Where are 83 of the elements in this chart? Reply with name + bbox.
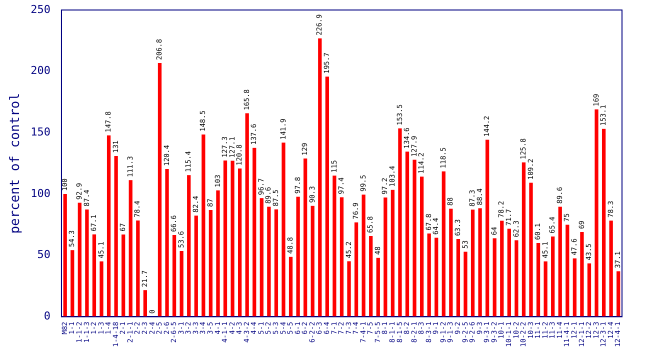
bar <box>398 128 402 317</box>
bar <box>208 210 213 317</box>
bar <box>580 232 584 317</box>
bar <box>260 198 264 317</box>
bar <box>362 194 366 317</box>
bar <box>492 238 496 317</box>
bar <box>507 228 511 317</box>
bar <box>245 113 249 317</box>
bar <box>536 242 540 317</box>
bar <box>128 180 132 317</box>
bar <box>180 250 184 317</box>
bar <box>514 240 518 317</box>
bar <box>529 182 533 317</box>
bar <box>486 140 490 317</box>
bar <box>464 252 468 317</box>
bar <box>566 224 570 317</box>
bar <box>318 38 322 317</box>
bar <box>558 206 562 317</box>
bar <box>100 261 104 317</box>
bar <box>136 220 140 317</box>
bar <box>347 261 351 317</box>
bar <box>602 128 606 317</box>
bar <box>63 194 67 317</box>
bar <box>282 142 286 317</box>
bar <box>238 168 242 317</box>
bar <box>500 220 504 317</box>
bar <box>267 206 271 317</box>
bar <box>456 239 460 317</box>
bar <box>594 109 598 317</box>
bar <box>609 220 613 317</box>
bar <box>325 76 329 317</box>
bar <box>304 158 308 317</box>
bar <box>296 196 300 317</box>
bar <box>572 258 576 317</box>
y-tick-label: 100 <box>30 186 50 200</box>
y-tick-label: 50 <box>37 248 50 262</box>
bar <box>340 197 344 317</box>
y-tick-label: 0 <box>44 310 50 323</box>
y-tick-label: 150 <box>30 126 50 139</box>
bar <box>143 290 148 317</box>
bar <box>384 197 388 317</box>
bar <box>390 190 395 317</box>
bar <box>230 160 234 317</box>
bar <box>332 176 336 317</box>
bar <box>369 236 373 317</box>
bar <box>223 160 228 317</box>
bar <box>354 222 358 317</box>
bar <box>85 209 89 317</box>
bar <box>420 176 424 317</box>
bar <box>427 234 431 317</box>
y-axis-title: percent of control <box>8 92 24 234</box>
bar <box>114 156 118 317</box>
bar <box>522 162 526 317</box>
bar <box>376 258 380 317</box>
bar <box>449 208 453 317</box>
bar <box>616 271 620 317</box>
bar <box>202 134 206 317</box>
bar <box>165 169 169 317</box>
bar <box>187 175 191 317</box>
bar <box>122 234 126 317</box>
bar <box>587 263 592 317</box>
bar <box>70 250 74 317</box>
bar <box>470 210 475 317</box>
y-tick-label: 200 <box>30 64 50 78</box>
bar <box>412 160 416 317</box>
bar <box>434 238 438 317</box>
bar <box>194 216 198 317</box>
bar <box>544 261 548 317</box>
bar <box>158 63 162 317</box>
bar <box>310 206 314 317</box>
bar <box>274 209 278 317</box>
bar <box>106 135 111 317</box>
bar <box>442 171 446 317</box>
bar <box>288 256 293 317</box>
bar <box>216 190 220 317</box>
bar <box>478 208 482 317</box>
bar <box>92 234 96 317</box>
bar <box>78 202 82 317</box>
bar <box>252 148 256 317</box>
bar <box>551 236 555 317</box>
bar <box>172 235 176 317</box>
bar <box>405 152 410 317</box>
y-tick-label: 250 <box>30 2 50 16</box>
